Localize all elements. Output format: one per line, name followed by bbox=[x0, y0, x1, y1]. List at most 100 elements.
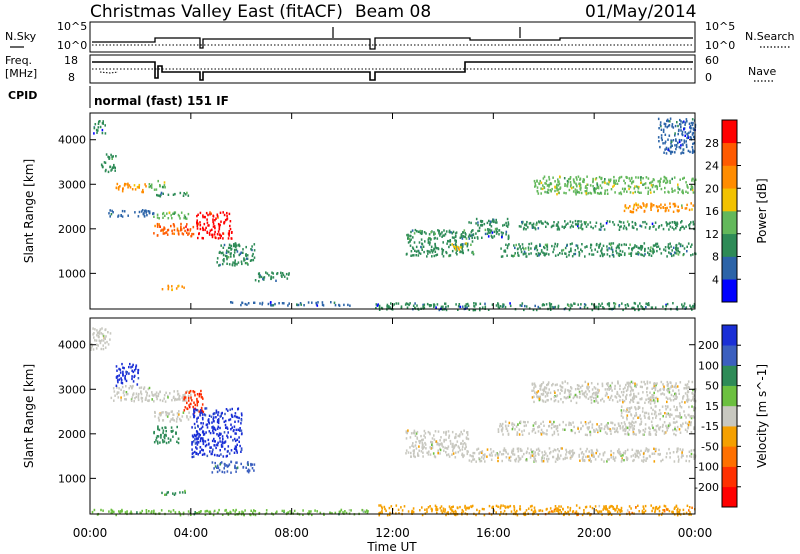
velocity-cell bbox=[452, 505, 454, 508]
power-cell bbox=[506, 246, 509, 250]
power-cell bbox=[241, 301, 243, 304]
velocity-cell bbox=[175, 431, 177, 434]
velocity-cell bbox=[543, 387, 546, 390]
power-cell bbox=[582, 178, 585, 181]
power-cell bbox=[581, 243, 583, 246]
velocity-cell bbox=[528, 452, 531, 455]
power-cell bbox=[430, 248, 433, 252]
power-cell bbox=[527, 246, 530, 249]
velocity-cell bbox=[166, 415, 169, 418]
velocity-cell bbox=[199, 446, 202, 449]
power-cell bbox=[671, 125, 673, 128]
velocity-cell bbox=[206, 426, 209, 429]
velocity-cell bbox=[170, 410, 173, 413]
velocity-cell bbox=[623, 409, 625, 412]
power-cell bbox=[660, 128, 663, 131]
power-cell bbox=[483, 222, 486, 226]
velocity-cell bbox=[618, 424, 620, 427]
velocity-cell bbox=[630, 413, 632, 416]
power-cell bbox=[469, 234, 472, 238]
cpid-value: normal (fast) 151 IF bbox=[94, 94, 229, 108]
velocity-cell bbox=[599, 510, 601, 513]
power-cell bbox=[643, 183, 646, 186]
power-cell bbox=[513, 254, 516, 257]
power-cell bbox=[454, 242, 457, 246]
velocity-cell bbox=[120, 378, 123, 382]
velocity-cell bbox=[276, 510, 278, 513]
power-cell bbox=[186, 231, 188, 234]
velocity-cell bbox=[235, 428, 238, 432]
velocity-cell bbox=[539, 395, 541, 399]
velocity-cell bbox=[428, 450, 430, 453]
power-cell bbox=[576, 178, 578, 181]
velocity-cell bbox=[196, 399, 198, 403]
velocity-cell bbox=[532, 510, 535, 513]
velocity-cell bbox=[412, 510, 415, 514]
power-cell bbox=[640, 245, 642, 249]
velocity-cell bbox=[175, 432, 177, 435]
velocity-cell bbox=[225, 426, 227, 429]
power-cell bbox=[643, 204, 645, 207]
velocity-cell bbox=[493, 509, 495, 512]
power-cell bbox=[647, 190, 650, 193]
velocity-cell bbox=[463, 454, 465, 457]
velocity-cell bbox=[490, 458, 493, 461]
power-ytick-label: 1000 bbox=[58, 267, 86, 280]
velocity-cell bbox=[454, 456, 457, 459]
power-cell bbox=[681, 130, 684, 134]
power-cell bbox=[271, 271, 273, 274]
power-cell bbox=[477, 224, 479, 227]
power-cell bbox=[177, 232, 180, 235]
velocity-cell bbox=[620, 454, 622, 457]
velocity-cell bbox=[553, 390, 556, 393]
velocity-cell bbox=[221, 441, 223, 444]
power-band-3 bbox=[148, 179, 166, 191]
velocity-cell bbox=[664, 405, 667, 408]
velocity-cell bbox=[649, 381, 651, 384]
velocity-cell bbox=[609, 396, 612, 399]
power-cell bbox=[261, 301, 264, 305]
power-cell bbox=[454, 235, 457, 239]
velocity-cell bbox=[133, 369, 136, 372]
velocity-cell bbox=[604, 508, 607, 511]
velocity-cell bbox=[616, 510, 619, 514]
velocity-cell bbox=[156, 397, 158, 401]
power-cell bbox=[347, 303, 349, 307]
power-cell bbox=[651, 180, 654, 183]
velocity-cell bbox=[125, 398, 127, 401]
velocity-cell bbox=[184, 489, 186, 493]
power-cell bbox=[635, 185, 638, 188]
velocity-cell bbox=[546, 433, 548, 436]
velocity-cell bbox=[565, 450, 568, 454]
velocity-cell bbox=[178, 413, 180, 416]
velocity-cell bbox=[685, 459, 687, 463]
velocity-cell bbox=[504, 449, 507, 452]
velocity-cell bbox=[591, 449, 593, 452]
velocity-cell bbox=[218, 508, 220, 512]
velocity-cell bbox=[424, 432, 427, 435]
velocity-cell bbox=[610, 394, 613, 398]
velocity-cell bbox=[161, 491, 163, 495]
velocity-cell bbox=[614, 456, 617, 459]
velocity-colorbar-swatch bbox=[722, 365, 737, 386]
velocity-cell bbox=[669, 397, 671, 400]
velocity-colorbar-tick-label: 15 bbox=[705, 400, 719, 413]
velocity-cell bbox=[466, 433, 469, 436]
velocity-cell bbox=[227, 445, 230, 448]
power-cell bbox=[674, 132, 676, 135]
velocity-cell bbox=[574, 393, 577, 397]
velocity-cell bbox=[633, 394, 635, 397]
velocity-cell bbox=[628, 425, 631, 428]
power-cell bbox=[687, 149, 690, 153]
velocity-cell bbox=[190, 397, 192, 401]
velocity-cell bbox=[121, 510, 123, 513]
velocity-cell bbox=[418, 449, 420, 452]
velocity-cell bbox=[115, 365, 118, 368]
power-cell bbox=[471, 240, 474, 243]
power-cell bbox=[468, 221, 470, 224]
velocity-cell bbox=[166, 411, 168, 415]
power-cell bbox=[565, 192, 567, 195]
velocity-cell bbox=[545, 452, 547, 455]
power-cell bbox=[557, 304, 560, 308]
velocity-band-13 bbox=[468, 447, 697, 463]
